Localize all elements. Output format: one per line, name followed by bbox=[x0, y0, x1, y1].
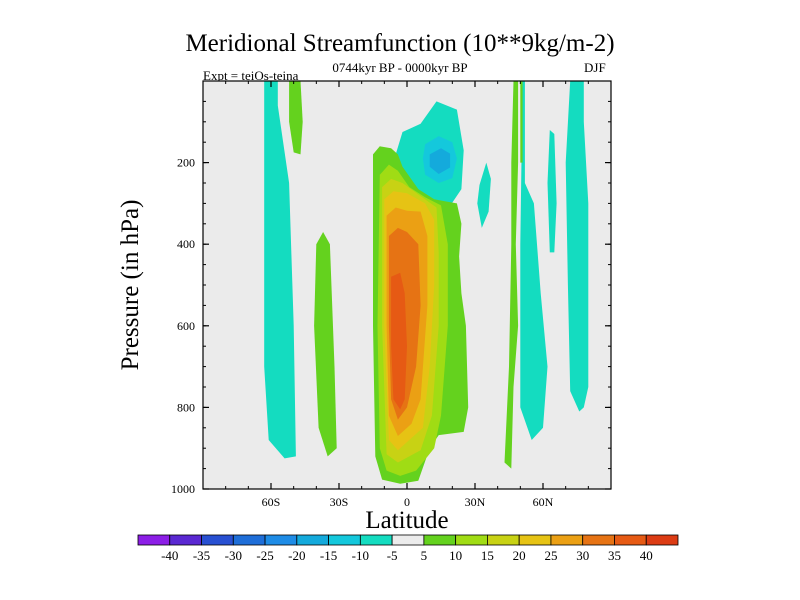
y-tick-label: 600 bbox=[177, 319, 195, 333]
colorbar-label: -15 bbox=[320, 548, 337, 563]
experiment-label: Expt = teiOs-teina bbox=[203, 68, 299, 83]
chart-title: Meridional Streamfunction (10**9kg/m-2) bbox=[185, 30, 615, 57]
y-tick-label: 200 bbox=[177, 156, 195, 170]
colorbar-swatch bbox=[137, 534, 171, 546]
colorbar-label: -5 bbox=[387, 548, 398, 563]
colorbar-swatch bbox=[423, 534, 457, 546]
season-label: DJF bbox=[584, 60, 606, 75]
x-tick-label: 0 bbox=[404, 495, 410, 509]
contour-region-4 bbox=[429, 148, 451, 174]
chart-subtitle: 0744kyr BP - 0000kyr BP bbox=[332, 60, 468, 75]
colorbar-label: 30 bbox=[576, 548, 589, 563]
colorbar-swatch bbox=[169, 534, 202, 546]
colorbar-swatch bbox=[487, 534, 520, 546]
contour-region-6 bbox=[520, 81, 548, 440]
colorbar-swatch bbox=[232, 534, 266, 546]
colorbar-label: 5 bbox=[421, 548, 428, 563]
contour-region-19 bbox=[520, 81, 523, 163]
colorbar-label: 10 bbox=[449, 548, 462, 563]
colorbar-label: -25 bbox=[256, 548, 273, 563]
colorbar-swatch bbox=[264, 534, 298, 546]
colorbar-swatch bbox=[455, 534, 488, 546]
contour-region-1 bbox=[264, 81, 296, 459]
colorbar-label: -10 bbox=[352, 548, 369, 563]
y-tick-label: 800 bbox=[177, 400, 195, 414]
x-tick-label: 30S bbox=[330, 495, 349, 509]
contour-region-5 bbox=[477, 162, 491, 228]
colorbar-swatch bbox=[518, 534, 552, 546]
contour-region-18 bbox=[504, 81, 519, 469]
y-tick-label: 400 bbox=[177, 237, 195, 251]
y-axis-label: Pressure (in hPa) bbox=[117, 200, 144, 371]
colorbar-swatch bbox=[359, 534, 393, 546]
colorbar-swatch bbox=[296, 534, 329, 546]
colorbar-label: -20 bbox=[288, 548, 305, 563]
colorbar-swatch bbox=[645, 534, 679, 546]
colorbar-swatch bbox=[391, 534, 425, 546]
colorbar-label: -40 bbox=[161, 548, 178, 563]
x-tick-label: 30N bbox=[465, 495, 486, 509]
colorbar-swatch bbox=[582, 534, 615, 546]
colorbar: -40 -35 -30 -25 -20 -15 -10 -5 5 10 15 20 25 30 35 40 bbox=[137, 534, 679, 563]
colorbar-label: -30 bbox=[225, 548, 242, 563]
contour-region-17 bbox=[391, 272, 407, 410]
contour-region-7 bbox=[547, 130, 557, 253]
y-tick-label: 1000 bbox=[171, 482, 195, 496]
colorbar-label: 40 bbox=[640, 548, 653, 563]
colorbar-swatch bbox=[550, 534, 584, 546]
x-tick-label: 60N bbox=[533, 495, 554, 509]
contour-region-8 bbox=[565, 81, 589, 412]
colorbar-label: 25 bbox=[544, 548, 557, 563]
axes-layer: 60S 30S 0 30N 60N 200 400 600 800 1000 bbox=[171, 81, 611, 509]
x-axis-label: Latitude bbox=[365, 507, 448, 534]
contour-fill-layer bbox=[264, 81, 589, 484]
contour-region-10 bbox=[314, 232, 337, 457]
colorbar-label: -35 bbox=[193, 548, 210, 563]
colorbar-label: 20 bbox=[513, 548, 526, 563]
colorbar-label: 15 bbox=[481, 548, 494, 563]
contour-region-9 bbox=[289, 81, 303, 155]
colorbar-swatch bbox=[201, 534, 234, 546]
colorbar-swatch bbox=[328, 534, 361, 546]
colorbar-label: 35 bbox=[608, 548, 621, 563]
colorbar-swatch bbox=[614, 534, 647, 546]
x-tick-label: 60S bbox=[262, 495, 281, 509]
